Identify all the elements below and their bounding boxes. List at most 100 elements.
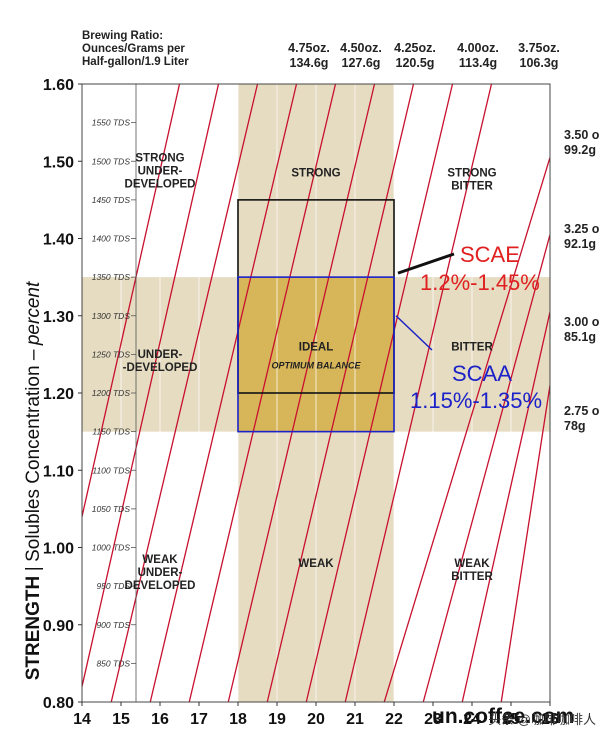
ratio-oz: 4.75oz.: [288, 41, 330, 55]
solubles-label: Solubles Concentration –: [23, 349, 44, 562]
ratio-oz: 3.50 o: [564, 128, 600, 142]
tds-tick-label: 1500 TDS: [92, 156, 131, 166]
ratio-oz: 3.75oz.: [518, 41, 560, 55]
ratio-grams: 120.5g: [395, 56, 435, 70]
top-ratio-label: 4.00oz. 113.4g: [448, 41, 508, 71]
tds-tick-label: 950 TDS: [96, 581, 130, 591]
tds-tick-label: 1400 TDS: [92, 234, 131, 244]
region-label: BITTER: [451, 571, 493, 583]
axis-separator: |: [23, 566, 44, 572]
ratio-line: [383, 157, 550, 702]
scaa-pointer: [395, 315, 433, 351]
scae-name: SCAE: [460, 242, 520, 267]
top-ratio-label: 3.75oz. 106.3g: [509, 41, 569, 71]
region-label: -DEVELOPED: [123, 362, 198, 374]
scaa-name: SCAA: [452, 361, 512, 386]
ratio-oz: 4.25oz.: [394, 41, 436, 55]
x-tick-label: 18: [229, 711, 247, 728]
side-ratio-label: 3.00 o 85.1g: [564, 315, 599, 345]
ratio-line: [344, 84, 493, 702]
ratio-line: [422, 234, 550, 702]
ratio-line: [82, 84, 181, 517]
tds-tick-label: 1450 TDS: [92, 195, 131, 205]
scaa-range: 1.15%-1.35%: [410, 388, 542, 413]
y-tick-label: 1.40: [43, 232, 74, 249]
ratio-title-line: Brewing Ratio:: [82, 30, 164, 42]
top-ratio-label: 4.75oz. 134.6g: [279, 41, 339, 71]
region-label: OPTIMUM BALANCE: [272, 360, 362, 370]
tds-tick-label: 900 TDS: [96, 620, 130, 630]
ratio-title: Brewing Ratio: Ounces/Grams per Half-gal…: [82, 30, 189, 69]
y-tick-label: 1.30: [43, 309, 74, 326]
standard-boxes-layer: [237, 199, 395, 433]
region-label: UNDER-: [138, 165, 183, 177]
x-tick-label: 16: [151, 711, 169, 728]
region-label: BITTER: [451, 342, 493, 354]
y-tick-label: 0.80: [43, 695, 74, 712]
tds-tick-label: 1250 TDS: [92, 349, 131, 359]
ratio-title-line: Half-gallon/1.9 Liter: [82, 56, 189, 68]
ratio-grams: 85.1g: [564, 330, 596, 344]
tds-tick-label: 1050 TDS: [92, 504, 131, 514]
ratio-grams: 106.3g: [519, 56, 559, 70]
y-tick-label: 1.10: [43, 463, 74, 480]
ratio-title-line: Ounces/Grams per: [82, 43, 185, 55]
scaa-box: [237, 276, 395, 433]
tds-tick-label: 1350 TDS: [92, 272, 131, 282]
region-label: STRONG: [291, 168, 340, 180]
ratio-line: [82, 84, 220, 687]
x-tick-label: 23: [424, 711, 442, 728]
ratio-oz: 4.50oz.: [340, 41, 382, 55]
x-tick-label: 19: [268, 711, 286, 728]
y-tick-label: 1.60: [43, 77, 74, 94]
region-label: DEVELOPED: [125, 178, 196, 190]
region-label: WEAK: [298, 558, 334, 570]
tds-tick-label: 1200 TDS: [92, 388, 131, 398]
x-tick-label: 14: [73, 711, 91, 728]
side-ratio-label: 3.50 o 99.2g: [564, 128, 599, 158]
watermark-site: un.coffee.com: [432, 705, 575, 728]
region-label: BITTER: [451, 181, 493, 193]
x-tick-label: 25: [502, 711, 520, 728]
scae-pointer: [397, 252, 455, 275]
tds-tick-label: 1550 TDS: [92, 118, 131, 128]
x-tick-label: 26: [541, 711, 559, 728]
ratio-oz: 4.00oz.: [457, 41, 499, 55]
region-label: DEVELOPED: [125, 580, 196, 592]
y-axis-label: STRENGTH | Solubles Concentration – perc…: [23, 271, 45, 691]
scae-range: 1.2%-1.45%: [420, 270, 540, 295]
x-tick-label: 21: [346, 711, 364, 728]
ratio-line: [500, 385, 550, 702]
region-label: WEAK: [454, 558, 490, 570]
ratio-line: [149, 84, 298, 702]
region-label: IDEAL: [299, 342, 334, 354]
y-tick-label: 1.50: [43, 154, 74, 171]
region-label: WEAK: [142, 554, 178, 566]
y-tick-label: 1.00: [43, 541, 74, 558]
ratio-grams: 113.4g: [458, 56, 498, 70]
ratio-oz: 3.25 o: [564, 222, 600, 236]
region-label: STRONG: [135, 152, 184, 164]
watermark-text: 头条 @咖啡咖啡人: [488, 712, 596, 727]
x-tick-label: 22: [385, 711, 403, 728]
ratio-grams: 99.2g: [564, 143, 596, 157]
percent-label: percent: [23, 281, 44, 346]
top-ratio-label: 4.25oz. 120.5g: [385, 41, 445, 71]
ratio-grams: 127.6g: [341, 56, 381, 70]
ratio-grams: 134.6g: [289, 56, 329, 70]
x-tick-label: 20: [307, 711, 325, 728]
ratio-line: [461, 311, 550, 702]
ratio-oz: 2.75 o: [564, 404, 600, 418]
tds-tick-label: 1300 TDS: [92, 311, 131, 321]
x-tick-label: 15: [112, 711, 130, 728]
tds-tick-label: 1100 TDS: [92, 465, 130, 475]
y-tick-label: 0.90: [43, 618, 74, 635]
side-ratio-label: 2.75 o 78g: [564, 404, 599, 434]
x-tick-label: 17: [190, 711, 208, 728]
region-label: STRONG: [447, 168, 496, 180]
y-tick-label: 1.20: [43, 386, 74, 403]
top-ratio-label: 4.50oz. 127.6g: [331, 41, 391, 71]
